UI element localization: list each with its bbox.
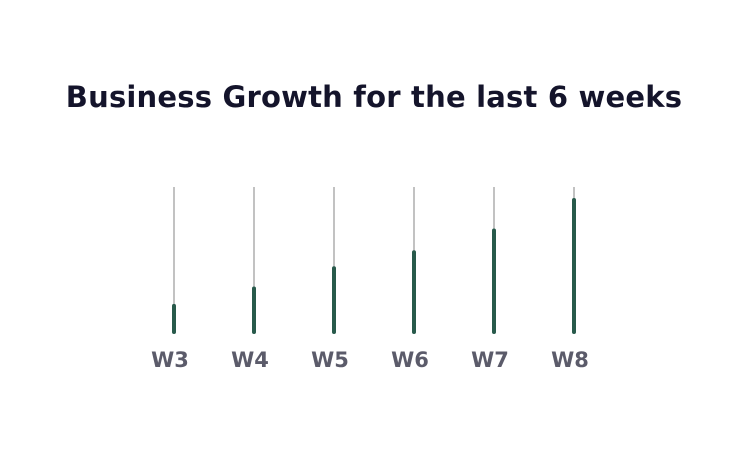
bars	[172, 198, 576, 334]
x-tick-label-w5: W5	[311, 348, 349, 372]
x-tick-label-w4: W4	[231, 348, 269, 372]
chart-title: Business Growth for the last 6 weeks	[65, 80, 683, 114]
x-tick-label-w3: W3	[151, 348, 189, 372]
x-tick-label-w8: W8	[551, 348, 589, 372]
x-tick-labels: W3 W4 W5 W6 W7 W8	[151, 348, 589, 372]
bar-tracks	[173, 187, 575, 332]
x-tick-label-w6: W6	[391, 348, 429, 372]
x-tick-label-w7: W7	[471, 348, 509, 372]
